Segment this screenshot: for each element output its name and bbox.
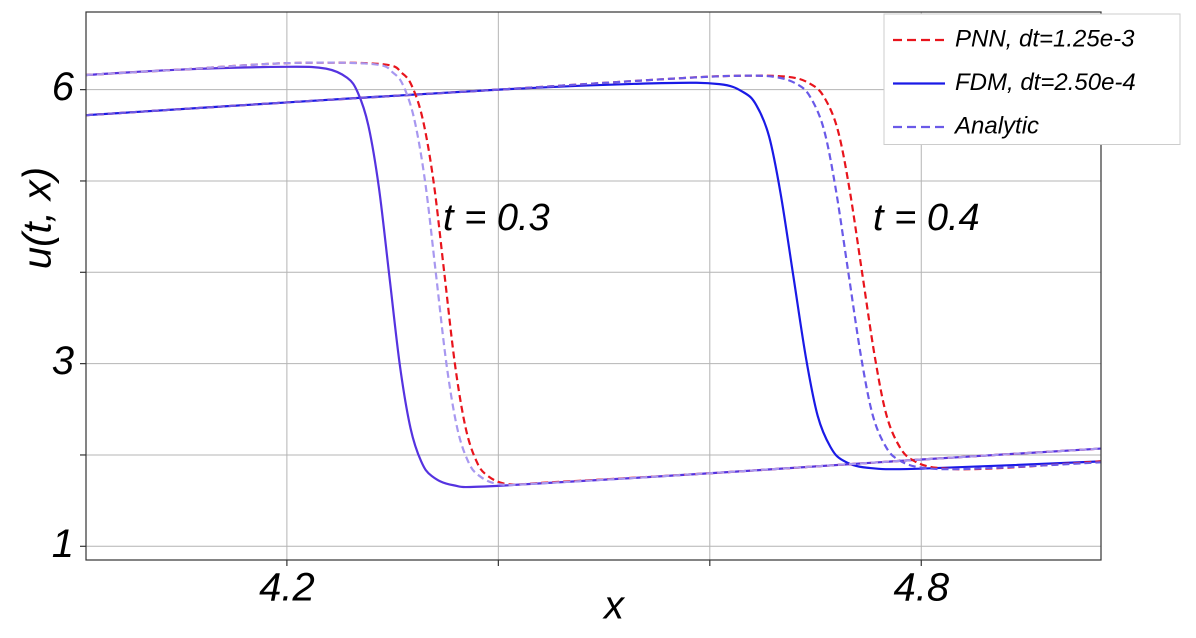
line-series <box>85 74 1102 471</box>
y-tick-label: 3 <box>52 339 74 383</box>
y-axis-label: u(t, x) <box>16 167 60 269</box>
y-tick-label: 6 <box>52 65 75 109</box>
x-tick-label: 4.2 <box>259 566 315 610</box>
legend-label: Analytic <box>953 112 1039 139</box>
legend: PNN, dt=1.25e-3 FDM, dt=2.50e-4 Analytic <box>883 13 1181 145</box>
legend-label: FDM, dt=2.50e-4 <box>955 69 1136 96</box>
annotation: t = 0.4 <box>873 197 980 239</box>
line-series <box>85 61 1102 487</box>
plot-frame <box>85 11 1102 561</box>
y-tick-label: 1 <box>52 522 74 566</box>
ticks: 4.2 4.8 1 3 6 <box>52 65 950 609</box>
x-tick-label: 4.8 <box>893 566 949 610</box>
legend-label: PNN, dt=1.25e-3 <box>955 25 1135 52</box>
plot-lines <box>85 61 1102 489</box>
grid <box>86 12 1101 560</box>
x-axis-label: x <box>602 584 626 628</box>
legend-box <box>883 13 1181 145</box>
annotation: t = 0.3 <box>443 197 550 239</box>
